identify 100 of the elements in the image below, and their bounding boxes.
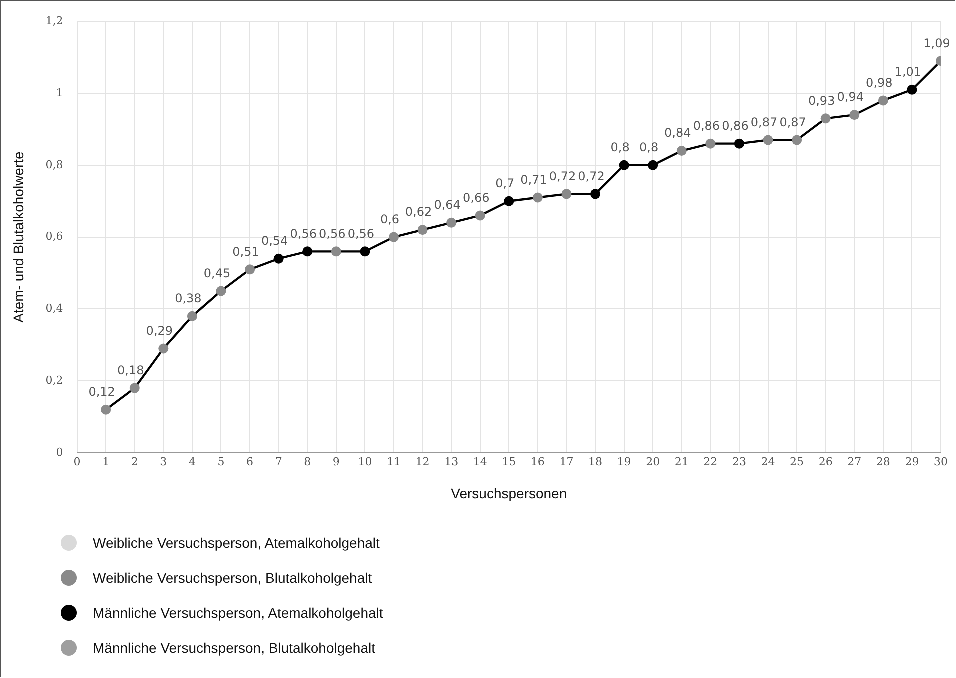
y-tick-label: 0,6 [46, 230, 64, 244]
x-tick-label: 2 [131, 455, 138, 468]
y-tick-label: 1,2 [46, 14, 64, 28]
data-label: 0,56 [348, 226, 375, 241]
data-label: 0,64 [434, 198, 461, 212]
x-tick-label: 16 [530, 455, 545, 468]
x-tick-label: 18 [588, 455, 603, 468]
point [475, 210, 486, 221]
point [216, 286, 226, 296]
point [532, 192, 543, 203]
point [562, 189, 572, 200]
x-tick-label: 25 [790, 455, 804, 468]
x-tick-label: 14 [473, 455, 488, 468]
x-tick-label: 26 [818, 455, 833, 468]
data-label: 0,8 [610, 140, 630, 155]
data-label: 0,71 [520, 172, 548, 187]
legend-label: Weibliche Versuchsperson, Blutalkoholgehalt [93, 570, 372, 586]
legend-label: Weibliche Versuchsperson, Atemalkoholgehalt [93, 534, 380, 550]
x-tick-label: 30 [934, 455, 948, 468]
x-tick-label: 0 [74, 455, 81, 468]
point [706, 138, 716, 149]
data-label: 0,8 [640, 140, 659, 155]
x-tick-label: 23 [732, 455, 746, 468]
point [850, 110, 860, 120]
point [388, 232, 399, 242]
x-tick-label: 8 [304, 455, 312, 468]
point [245, 264, 256, 275]
point [676, 146, 687, 156]
data-label: 0,72 [578, 169, 605, 184]
x-tick-label: 1 [102, 455, 110, 468]
point [274, 254, 284, 264]
data-label: 0,87 [750, 115, 778, 130]
y-tick-label: 0,8 [46, 158, 64, 172]
data-label: 0,7 [496, 176, 515, 190]
data-label: 0,86 [693, 118, 720, 133]
x-tick-label: 3 [160, 455, 168, 468]
point [504, 196, 514, 206]
data-label: 0,38 [175, 292, 202, 306]
data-label: 0,29 [146, 324, 174, 338]
point [187, 311, 198, 322]
data-label: 0,51 [232, 244, 260, 259]
x-tick-label: 12 [416, 455, 430, 468]
point [648, 160, 658, 170]
point [878, 96, 888, 106]
data-label: 0,62 [405, 205, 432, 220]
data-label: 0,18 [118, 363, 144, 378]
legend-label: Männliche Versuchsperson, Atemalkoholgehalt [93, 604, 384, 620]
x-tick-label: 17 [560, 455, 574, 468]
data-label: 0,12 [88, 384, 116, 399]
data-label: 0,93 [808, 94, 836, 108]
x-tick-label: 20 [646, 455, 660, 468]
x-tick-label: 7 [275, 455, 282, 468]
point [446, 218, 457, 228]
x-tick-label: 29 [905, 455, 920, 468]
y-tick-label: 0 [56, 446, 64, 459]
data-label: 0,86 [722, 118, 749, 133]
y-tick-label: 0,2 [46, 374, 64, 387]
x-tick-label: 4 [188, 455, 196, 468]
x-tick-label: 6 [246, 455, 254, 468]
data-label: 0,54 [261, 234, 288, 248]
data-label: 0,45 [204, 266, 231, 280]
point [331, 246, 342, 257]
legend-label: Männliche Versuchsperson, Blutalkoholgehalt [93, 640, 376, 656]
point [302, 246, 313, 257]
x-tick-label: 13 [444, 455, 459, 468]
point [101, 404, 112, 415]
x-tick-label: 5 [218, 455, 225, 468]
data-label: 0,94 [837, 90, 864, 104]
x-tick-label: 27 [848, 455, 862, 468]
x-tick-label: 21 [674, 455, 689, 468]
y-tick-label: 0,4 [46, 302, 64, 316]
point [907, 84, 918, 95]
x-tick-label: 15 [502, 455, 516, 468]
x-tick-label: 10 [358, 455, 372, 468]
point [590, 189, 601, 200]
data-label: 0,56 [319, 226, 346, 241]
point [158, 344, 169, 354]
x-tick-label: 28 [876, 455, 890, 468]
data-label: 0,6 [380, 212, 400, 226]
x-tick-label: 11 [386, 455, 401, 468]
data-label: 0,98 [866, 76, 893, 90]
data-label: 1,01 [894, 65, 922, 80]
point [763, 135, 774, 146]
x-tick-label: 24 [761, 455, 776, 468]
y-tick-label: 1 [56, 86, 64, 100]
point [792, 135, 802, 146]
point [130, 383, 140, 394]
y-axis-title: Atem- und Blutalkoholwerte [10, 151, 26, 323]
point [418, 225, 428, 236]
data-label: 0,72 [549, 169, 576, 184]
point [619, 160, 630, 170]
point [820, 114, 831, 124]
data-label: 0,84 [664, 126, 692, 140]
x-axis-title: Versuchspersonen [451, 485, 568, 502]
x-tick-label: 22 [704, 455, 718, 468]
data-label: 0,56 [290, 226, 317, 241]
data-label: 0,66 [462, 190, 490, 205]
data-label: 0,87 [780, 115, 806, 130]
x-tick-label: 19 [617, 455, 632, 468]
x-tick-label: 9 [332, 455, 340, 468]
